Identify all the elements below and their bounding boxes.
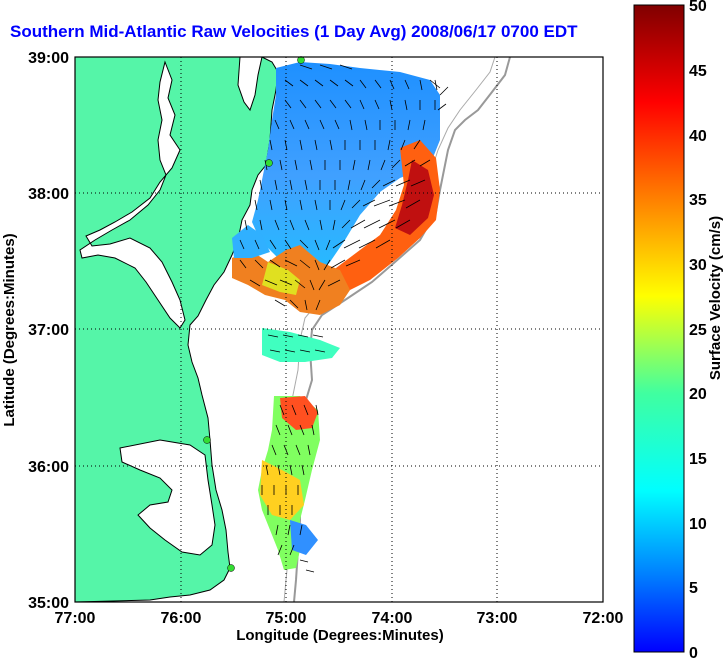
velocity-field-north xyxy=(252,62,440,290)
velocity-field-southern-hot xyxy=(280,396,318,430)
station-marker xyxy=(265,159,273,167)
colorbar-tick-label: 50 xyxy=(689,0,707,15)
map-title: Southern Mid-Atlantic Raw Velocities (1 … xyxy=(10,22,578,41)
delaware-bay xyxy=(237,57,263,112)
colorbar-tick-label: 20 xyxy=(689,386,707,403)
colorbar-tick-label: 45 xyxy=(689,63,707,80)
pamlico-sound xyxy=(119,439,216,556)
grid-lines xyxy=(75,57,603,602)
colorbar-label: Surface Velocity (cm/s) xyxy=(707,216,724,380)
x-tick-label: 74:00 xyxy=(372,610,413,627)
station-marker xyxy=(203,436,211,444)
x-tick-label: 72:00 xyxy=(583,610,624,627)
x-tick-label: 73:00 xyxy=(477,610,518,627)
colorbar-tick-label: 5 xyxy=(689,580,698,597)
velocity-field-southern-warm xyxy=(260,460,304,520)
y-axis-label: Latitude (Degrees:Minutes) xyxy=(1,233,18,426)
velocity-field-west xyxy=(232,225,270,258)
colorbar-tick-label: 35 xyxy=(689,192,707,209)
colorbar xyxy=(633,4,685,653)
y-tick-label: 37:00 xyxy=(28,322,69,339)
chesapeake-bay xyxy=(79,60,186,329)
x-axis-label: Longitude (Degrees:Minutes) xyxy=(236,627,444,644)
y-tick-label: 35:00 xyxy=(28,595,69,612)
colorbar-tick-label: 0 xyxy=(689,645,698,659)
x-tick-label: 76:00 xyxy=(161,610,202,627)
colorbar-tick-label: 25 xyxy=(689,322,707,339)
y-tick-label: 39:00 xyxy=(28,50,69,67)
velocity-field-east-core xyxy=(395,160,434,235)
plot-frame xyxy=(74,56,604,603)
velocity-field-southern-cool xyxy=(290,520,318,555)
x-tick-label: 75:00 xyxy=(266,610,307,627)
velocity-patch-central xyxy=(262,328,340,362)
station-marker xyxy=(227,564,235,572)
velocity-field-midband xyxy=(262,262,300,295)
colorbar-tick-label: 15 xyxy=(689,451,707,468)
colorbar-tick-labels: 50 45 40 35 30 25 20 15 10 5 0 xyxy=(689,0,707,659)
y-tick-labels: 39:00 38:00 37:00 36:00 35:00 xyxy=(28,50,69,612)
radar-stations xyxy=(203,56,305,572)
x-tick-label: 77:00 xyxy=(55,610,96,627)
y-tick-label: 38:00 xyxy=(28,186,69,203)
colorbar-tick-label: 30 xyxy=(689,257,707,274)
colorbar-tick-label: 40 xyxy=(689,128,707,145)
colorbar-tick-label: 10 xyxy=(689,516,707,533)
y-tick-label: 36:00 xyxy=(28,459,69,476)
x-tick-labels: 77:00 76:00 75:00 74:00 73:00 72:00 xyxy=(55,610,624,627)
